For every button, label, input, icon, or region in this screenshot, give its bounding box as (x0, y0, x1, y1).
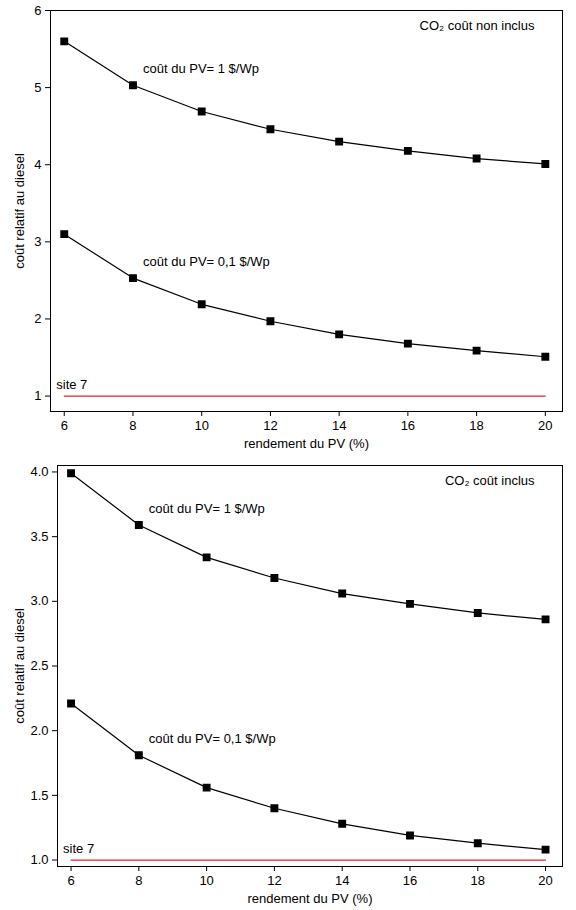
svg-text:coût relatif au diesel: coût relatif au diesel (12, 153, 27, 269)
svg-text:3: 3 (34, 234, 41, 249)
svg-text:rendement du PV (%): rendement du PV (%) (244, 436, 369, 451)
svg-text:rendement du PV (%): rendement du PV (%) (247, 891, 372, 906)
svg-text:1.0: 1.0 (30, 852, 48, 867)
svg-text:coût relatif au diesel: coût relatif au diesel (12, 608, 27, 724)
svg-text:12: 12 (267, 873, 281, 888)
svg-text:8: 8 (135, 873, 142, 888)
svg-text:site 7: site 7 (56, 377, 87, 392)
svg-text:1: 1 (34, 388, 41, 403)
svg-text:14: 14 (332, 418, 346, 433)
svg-text:20: 20 (538, 873, 552, 888)
svg-text:18: 18 (471, 873, 485, 888)
svg-text:2: 2 (34, 311, 41, 326)
svg-text:CO₂ coût non inclus: CO₂ coût non inclus (420, 18, 535, 33)
svg-text:12: 12 (263, 418, 277, 433)
svg-text:14: 14 (335, 873, 349, 888)
svg-text:4.0: 4.0 (30, 464, 48, 479)
svg-text:16: 16 (401, 418, 415, 433)
svg-text:2.5: 2.5 (30, 658, 48, 673)
svg-text:10: 10 (199, 873, 213, 888)
svg-text:10: 10 (194, 418, 208, 433)
svg-text:18: 18 (469, 418, 483, 433)
svg-text:4: 4 (34, 157, 41, 172)
svg-text:5: 5 (34, 80, 41, 95)
svg-text:16: 16 (403, 873, 417, 888)
svg-text:8: 8 (129, 418, 136, 433)
svg-text:2.0: 2.0 (30, 723, 48, 738)
svg-text:20: 20 (538, 418, 552, 433)
svg-text:6: 6 (61, 418, 68, 433)
svg-text:site 7: site 7 (63, 841, 94, 856)
svg-text:3.0: 3.0 (30, 593, 48, 608)
svg-text:coût du PV= 1 $/Wp: coût du PV= 1 $/Wp (143, 61, 259, 76)
svg-text:CO₂ coût inclus: CO₂ coût inclus (445, 473, 535, 488)
svg-text:coût du PV= 1 $/Wp: coût du PV= 1 $/Wp (149, 501, 265, 516)
svg-text:3.5: 3.5 (30, 529, 48, 544)
svg-text:6: 6 (34, 3, 41, 18)
svg-text:6: 6 (67, 873, 74, 888)
svg-text:coût du PV= 0,1 $/Wp: coût du PV= 0,1 $/Wp (149, 731, 276, 746)
svg-text:1.5: 1.5 (30, 788, 48, 803)
svg-text:coût du PV= 0,1 $/Wp: coût du PV= 0,1 $/Wp (143, 254, 270, 269)
